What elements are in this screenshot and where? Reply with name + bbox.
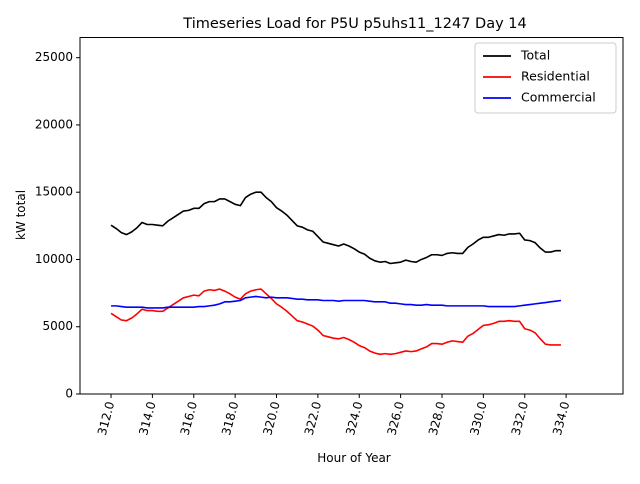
legend: Total Residential Commercial — [474, 42, 617, 114]
y-axis-label: kW total — [14, 190, 28, 240]
series-line-residential — [110, 288, 561, 356]
legend-box — [474, 42, 617, 114]
series-line-commercial — [111, 295, 562, 309]
y-tick-label: 5000 — [42, 319, 73, 333]
y-tick-label: 10000 — [35, 252, 73, 266]
x-axis-label: Hour of Year — [317, 451, 391, 465]
legend-label-residential: Residential — [521, 69, 590, 84]
legend-label-total: Total — [520, 48, 550, 63]
y-tick-label: 0 — [65, 387, 73, 401]
y-tick-label: 20000 — [35, 117, 73, 131]
y-tick-label: 15000 — [35, 185, 73, 199]
series-line-total — [110, 191, 561, 265]
y-tick-label: 25000 — [35, 50, 73, 64]
chart-title: Timeseries Load for P5U p5uhs11_1247 Day… — [182, 16, 526, 32]
legend-label-commercial: Commercial — [521, 90, 596, 105]
axes-frame — [79, 37, 624, 395]
